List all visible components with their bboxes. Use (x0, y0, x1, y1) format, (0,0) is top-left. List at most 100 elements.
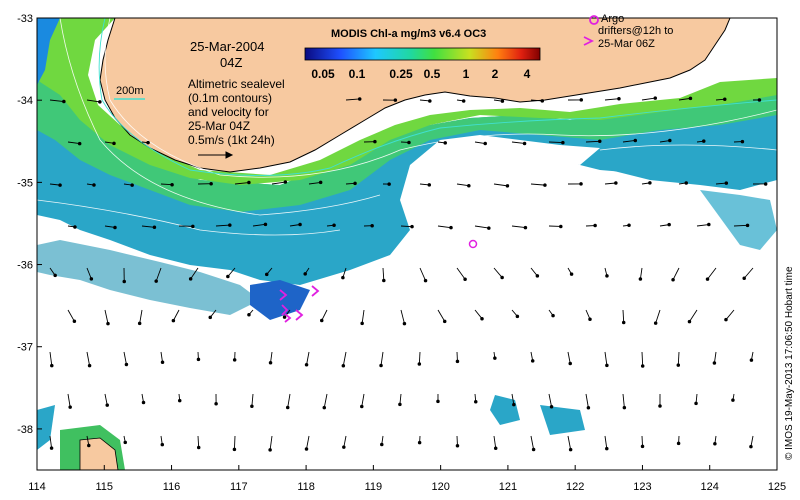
velocity-arrow (123, 351, 127, 365)
lat-tick-label: -35 (17, 177, 33, 189)
velocity-arrow-head (724, 317, 728, 322)
velocity-arrow-head (436, 399, 440, 404)
velocity-arrow (493, 435, 497, 449)
velocity-arrow-head (455, 444, 460, 448)
colorbar-tick-label: 0.5 (424, 67, 441, 81)
colorbar-tick-label: 1 (463, 67, 470, 81)
velocity-arrow (604, 351, 608, 366)
velocity-arrow-head (684, 181, 688, 185)
velocity-arrow (707, 267, 717, 280)
lon-tick-label: 121 (499, 481, 517, 493)
argo-label-3: 25-Mar 06Z (598, 38, 655, 50)
plot-frame (36, 17, 778, 471)
velocity-arrow-head (549, 404, 554, 409)
velocity-arrow (585, 393, 589, 408)
velocity-arrow-head (512, 402, 516, 407)
velocity-arrow-head (160, 442, 165, 447)
velocity-arrow-head (285, 405, 290, 410)
velocity-arrow-head (605, 274, 609, 278)
colorbar-tick-label: 0.05 (311, 67, 335, 81)
velocity-arrow-head (410, 224, 414, 229)
velocity-arrow-head (214, 402, 218, 406)
velocity-arrow-head (322, 405, 327, 410)
velocity-arrow-head (382, 278, 386, 283)
velocity-arrow-head (264, 272, 269, 277)
velocity-arrow-head (105, 403, 109, 407)
velocity-arrow-head (58, 183, 62, 187)
velocity-arrow-head (676, 441, 681, 446)
velocity-arrow-head (749, 358, 754, 362)
velocity-arrow-head (341, 275, 345, 280)
time-label: 04Z (220, 55, 242, 70)
velocity-arrow (139, 309, 143, 324)
velocity-arrow-head (72, 319, 77, 324)
velocity-arrow-head (579, 182, 583, 186)
velocity-arrow-head (713, 442, 717, 446)
velocity-arrows (49, 96, 768, 452)
velocity-arrow-head (282, 315, 287, 319)
velocity-arrow-head (393, 98, 398, 102)
date-label: 25-Mar-2004 (190, 39, 264, 54)
velocity-arrow-head (146, 140, 150, 145)
velocity-arrow-head (724, 181, 729, 185)
lon-tick-label: 119 (365, 481, 383, 493)
velocity-arrow-head (232, 447, 237, 452)
lat-tick-label: -38 (17, 424, 33, 436)
velocity-arrow (641, 97, 656, 101)
velocity-arrow (342, 351, 347, 366)
velocity-arrow-head (461, 99, 466, 103)
lon-tick-label: 117 (230, 481, 248, 493)
velocity-arrow-head (622, 405, 627, 410)
velocity-arrow-head (668, 138, 672, 143)
velocity-arrow (306, 351, 310, 365)
velocity-arrow-head (535, 274, 540, 278)
velocity-arrow (361, 309, 365, 324)
velocity-arrow-head (757, 98, 762, 102)
velocity-arrow-head (687, 319, 692, 324)
velocity-arrow-head (250, 404, 254, 408)
velocity-arrow (86, 267, 92, 280)
velocity-arrow-head (763, 182, 768, 186)
velocity-arrow-head (387, 182, 391, 186)
velocity-arrow-head (379, 363, 383, 368)
velocity-arrow-head (487, 226, 491, 230)
velocity-arrow (511, 225, 526, 229)
velocity-arrow (400, 225, 413, 228)
velocity-arrow-head (191, 224, 195, 229)
contour-legend-label: 200m (116, 85, 144, 97)
velocity-arrow-head (707, 222, 711, 227)
velocity-arrow-head (702, 139, 706, 143)
velocity-arrow-head (360, 404, 364, 409)
velocity-arrow-head (588, 317, 592, 321)
altimetry-note-1: Altimetric sealevel (188, 77, 285, 91)
velocity-arrow-head (208, 315, 212, 320)
velocity-arrow (323, 393, 328, 408)
velocity-arrow (172, 309, 180, 321)
velocity-arrow-head (653, 96, 658, 100)
velocity-arrow (672, 267, 680, 280)
velocity-arrow-head (559, 224, 563, 229)
velocity-arrow-head (49, 446, 54, 450)
velocity-arrow-head (247, 312, 251, 317)
velocity-arrow-head (671, 277, 675, 282)
velocity-arrow (437, 225, 452, 229)
velocity-arrow (622, 140, 636, 143)
velocity-arrow (49, 99, 64, 102)
velocity-arrow-head (196, 445, 201, 450)
velocity-arrow (548, 141, 563, 144)
velocity-arrow (456, 267, 466, 280)
velocity-arrow-head (68, 405, 72, 409)
velocity-arrow (418, 351, 421, 365)
colorbar (304, 47, 541, 61)
velocity-arrow (733, 224, 748, 227)
velocity-arrow-head (740, 139, 745, 144)
velocity-arrow-head (523, 225, 528, 230)
velocity-arrow-head (658, 404, 662, 408)
velocity-arrow (251, 393, 254, 407)
velocity-arrow (382, 267, 385, 281)
velocity-arrow-head (53, 273, 57, 278)
velocity-arrow-head (152, 225, 157, 230)
velocity-arrow-head (170, 182, 174, 187)
lon-tick-label: 118 (297, 481, 315, 493)
land-mass (99, 18, 731, 173)
